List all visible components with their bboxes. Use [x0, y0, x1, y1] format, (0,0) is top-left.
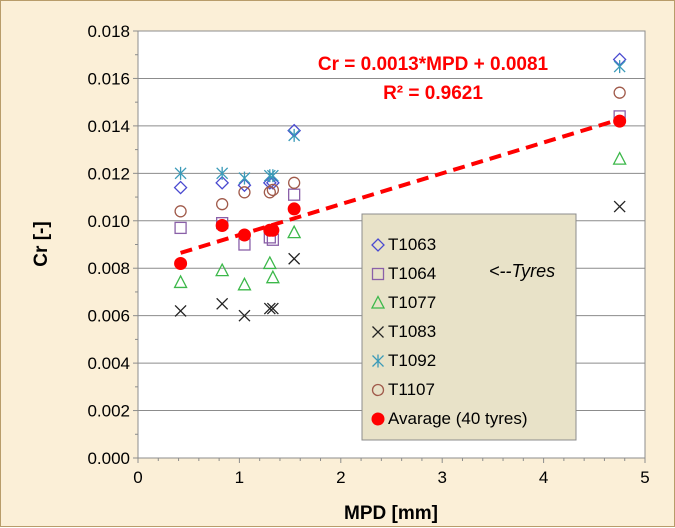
- point-t1107: [216, 198, 229, 211]
- legend-marker-t1064: [371, 267, 385, 281]
- y-tick-label: 0.000: [87, 449, 130, 468]
- legend: T1063 T1064 T1077 T1083 T1092 T1107 Avarage (4…: [361, 213, 577, 441]
- point-t1083: [266, 302, 279, 315]
- point-t1063: [265, 175, 280, 190]
- point-t1092: [174, 166, 187, 180]
- legend-marker-t1107: [371, 383, 385, 397]
- data-points: [173, 52, 627, 322]
- legend-label: T1083: [388, 322, 436, 341]
- point-t1083: [174, 304, 187, 317]
- y-tick-label: 0.008: [87, 259, 130, 278]
- point-t1063: [215, 175, 230, 190]
- x-tick-label: 3: [437, 468, 446, 487]
- x-axis-title: MPD [mm]: [344, 503, 438, 524]
- y-tick-label: 0.002: [87, 402, 130, 421]
- trendline-r-squared: R² = 0.9621: [383, 83, 483, 104]
- legend-label: Avarage (40 tyres): [388, 409, 528, 428]
- point-t1064: [288, 188, 301, 201]
- point-avarage: [174, 256, 188, 270]
- y-tick-label: 0.016: [87, 69, 130, 88]
- x-tick-label: 5: [640, 468, 649, 487]
- point-t1063: [173, 180, 188, 195]
- point-t1077: [262, 255, 277, 270]
- point-t1083: [288, 252, 301, 265]
- legend-note: <--Tyres: [489, 261, 555, 281]
- legend-box: [361, 213, 577, 441]
- legend-label: T1092: [388, 351, 436, 370]
- y-tick-label: 0.012: [87, 164, 130, 183]
- x-tick-label: 4: [539, 468, 548, 487]
- trendline-equation: Cr = 0.0013*MPD + 0.0081: [318, 54, 549, 75]
- x-tick-label: 1: [235, 468, 244, 487]
- point-t1107: [613, 86, 626, 99]
- y-tick-label: 0.004: [87, 354, 130, 373]
- legend-label: T1077: [388, 293, 436, 312]
- point-t1077: [237, 276, 252, 291]
- point-t1092: [238, 171, 251, 185]
- legend-label: T1064: [388, 264, 436, 283]
- point-t1083: [238, 309, 251, 322]
- point-t1077: [265, 269, 280, 284]
- legend-label: T1107: [388, 380, 435, 399]
- point-t1092: [216, 166, 229, 180]
- point-t1107: [263, 186, 276, 199]
- trendline: [180, 117, 621, 255]
- point-t1077: [612, 151, 627, 165]
- point-t1077: [287, 224, 302, 239]
- point-t1083: [216, 297, 229, 310]
- axes: 0.000 0.002 0.004 0.006 0.008 0.010 0.012 0.014…: [87, 22, 649, 487]
- point-avarage: [613, 114, 627, 128]
- point-t1077: [173, 274, 188, 289]
- point-t1092: [613, 60, 626, 74]
- point-t1083: [263, 302, 276, 315]
- point-t1092: [266, 169, 279, 183]
- y-tick-label: 0.018: [87, 22, 130, 41]
- legend-marker-t1077: [370, 295, 386, 309]
- point-avarage: [237, 228, 251, 242]
- point-t1063: [262, 175, 277, 190]
- x-tick-label: 0: [133, 468, 142, 487]
- point-avarage: [266, 223, 280, 237]
- point-t1107: [288, 176, 301, 189]
- point-t1107: [238, 186, 251, 199]
- legend-marker-avarage: [371, 412, 385, 426]
- legend-marker-t1063: [371, 238, 385, 252]
- y-tick-label: 0.006: [87, 307, 130, 326]
- legend-marker-t1092: [372, 354, 384, 368]
- point-avarage: [287, 202, 301, 216]
- y-axis-title: Cr [-]: [31, 221, 52, 266]
- point-t1107: [174, 205, 187, 218]
- y-tick-label: 0.010: [87, 212, 130, 231]
- point-t1064: [174, 221, 187, 235]
- point-avarage: [215, 219, 229, 233]
- point-t1077: [215, 262, 230, 277]
- legend-marker-t1083: [372, 326, 384, 338]
- y-tick-label: 0.014: [87, 117, 130, 136]
- point-t1083: [613, 200, 626, 213]
- point-t1063: [237, 178, 252, 193]
- x-tick-label: 2: [336, 468, 345, 487]
- point-t1107: [266, 183, 280, 197]
- trendline-group: [180, 117, 621, 255]
- legend-label: T1063: [388, 235, 436, 254]
- point-t1092: [288, 128, 301, 142]
- legend-items: T1063 T1064 T1077 T1083 T1092 T1107 Avarage (4…: [370, 235, 528, 428]
